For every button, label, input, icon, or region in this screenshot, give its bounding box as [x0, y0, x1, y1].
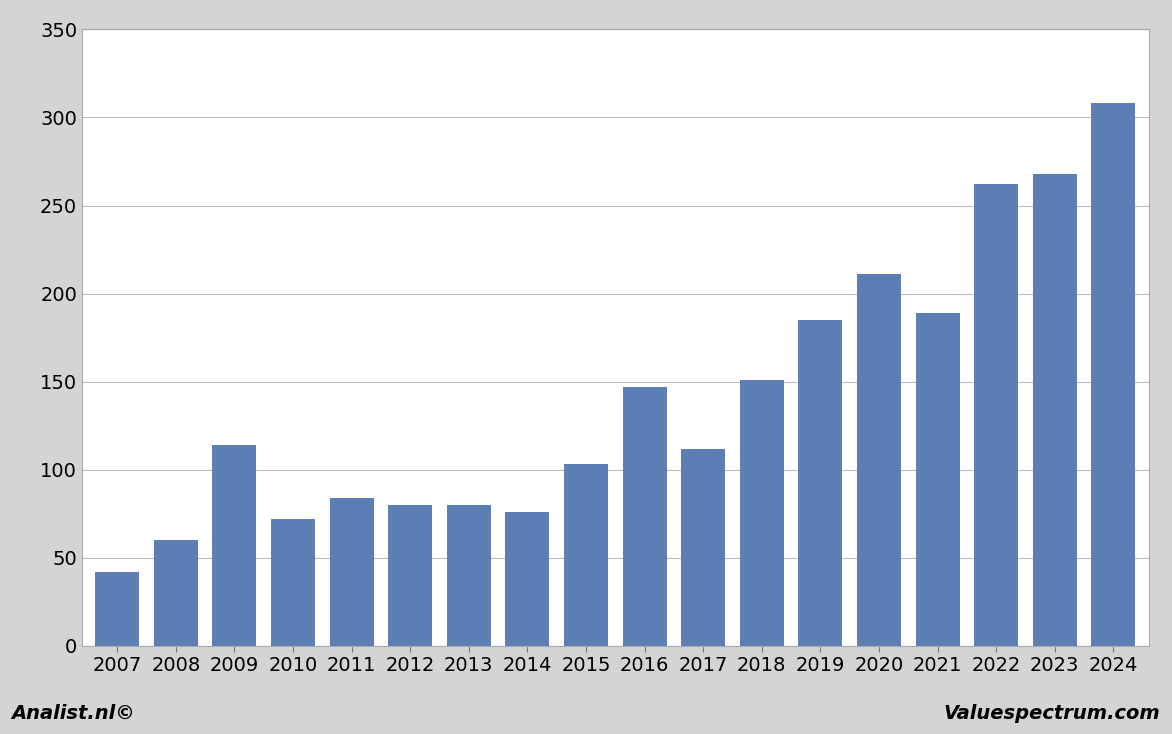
- Bar: [974, 184, 1018, 646]
- Bar: [564, 465, 608, 646]
- Bar: [447, 505, 491, 646]
- Bar: [740, 380, 784, 646]
- Bar: [154, 540, 198, 646]
- Text: Analist.nl©: Analist.nl©: [12, 704, 136, 723]
- Bar: [95, 572, 139, 646]
- Bar: [915, 313, 960, 646]
- Bar: [329, 498, 374, 646]
- Bar: [622, 387, 667, 646]
- Bar: [1091, 103, 1136, 646]
- Bar: [505, 512, 550, 646]
- Bar: [798, 320, 843, 646]
- Bar: [271, 519, 315, 646]
- Bar: [857, 275, 901, 646]
- Text: Valuespectrum.com: Valuespectrum.com: [943, 704, 1160, 723]
- Bar: [388, 505, 432, 646]
- Bar: [681, 448, 725, 646]
- Bar: [1033, 174, 1077, 646]
- Bar: [212, 445, 257, 646]
